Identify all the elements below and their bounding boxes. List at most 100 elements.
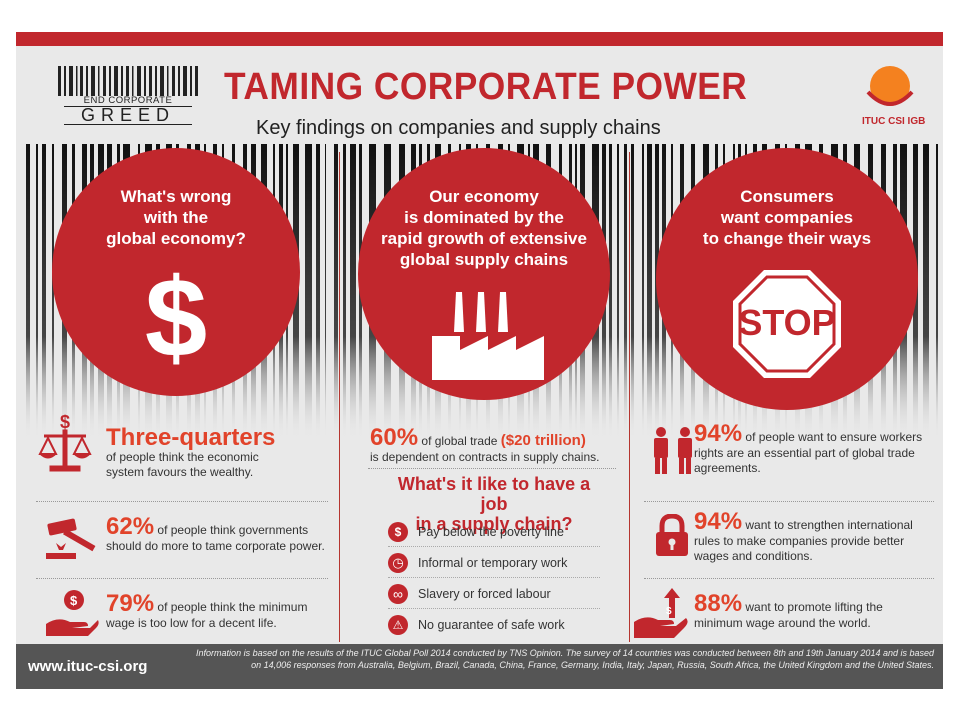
stat-94-workers: 94% of people want to ensure workers rig… bbox=[694, 422, 922, 476]
circle-consumers-text: Consumers want companies to change their… bbox=[682, 186, 892, 249]
footer-url[interactable]: www.ituc-csi.org bbox=[28, 658, 148, 675]
barcode-stripe bbox=[42, 144, 46, 440]
stat-value: 79% bbox=[106, 590, 155, 617]
page-title: TAMING CORPORATE POWER bbox=[224, 66, 748, 108]
circle-consumers: Consumers want companies to change their… bbox=[656, 148, 918, 410]
jobs-heading: What's it like to have a job in a supply… bbox=[384, 474, 604, 534]
stat-value: 62% bbox=[106, 513, 155, 540]
barcode-stripe bbox=[617, 144, 619, 440]
ituc-label: ITUC CSI IGB bbox=[862, 116, 926, 127]
warning-icon: ⚠ bbox=[388, 615, 408, 635]
barcode-stripe bbox=[350, 144, 356, 440]
stat-value: Three-quarters bbox=[106, 424, 276, 451]
barcode-icon bbox=[58, 66, 198, 96]
gavel-icon bbox=[46, 518, 96, 559]
circle-economy-text: What's wrong with the global economy? bbox=[76, 186, 276, 249]
dotted-separator bbox=[644, 501, 934, 502]
column-divider bbox=[629, 152, 630, 642]
stat-text: of people think governments bbox=[157, 523, 309, 537]
dollar-icon: $ bbox=[144, 255, 208, 380]
circle-text-line: is dominated by the bbox=[404, 208, 564, 227]
job-label: No guarantee of safe work bbox=[418, 618, 565, 632]
circle-text-line: What's wrong bbox=[120, 187, 232, 206]
job-label: Slavery or forced labour bbox=[418, 587, 551, 601]
barcode-stripe bbox=[26, 144, 30, 440]
barcode-stripe bbox=[316, 144, 320, 440]
top-red-bar bbox=[16, 32, 943, 46]
stat-text: of people want to ensure workers bbox=[745, 430, 923, 444]
stat-text: should do more to tame corporate power. bbox=[106, 539, 325, 553]
svg-text:$: $ bbox=[666, 606, 672, 617]
barcode-stripe bbox=[642, 144, 644, 440]
barcode-stripe bbox=[609, 144, 612, 440]
factory-icon bbox=[432, 292, 544, 380]
barcode-stripe bbox=[936, 144, 938, 440]
stat-text: want to promote lifting the bbox=[745, 600, 883, 614]
dotted-separator bbox=[368, 468, 616, 469]
job-label: Informal or temporary work bbox=[418, 556, 568, 570]
circle-text-line: Consumers bbox=[740, 187, 834, 206]
circle-text-line: with the bbox=[143, 208, 209, 227]
stat-text: minimum wage around the world. bbox=[694, 616, 871, 630]
svg-text:$: $ bbox=[70, 593, 78, 608]
column-divider bbox=[339, 152, 340, 642]
stat-text: is dependent on contracts in supply chai… bbox=[370, 450, 600, 464]
job-item-temporary: ◷ Informal or temporary work bbox=[388, 553, 600, 578]
stat-text: rights are an essential part of global t… bbox=[694, 446, 915, 460]
circle-supply-chains: Our economy is dominated by the rapid gr… bbox=[358, 148, 610, 400]
circle-text-line: global supply chains bbox=[399, 250, 569, 269]
job-label: Pay below the poverty line bbox=[418, 525, 564, 539]
stat-value: 88% bbox=[694, 590, 743, 617]
infographic-poster: END CORPORATE GREED TAMING CORPORATE POW… bbox=[16, 32, 943, 689]
stat-value: 94% bbox=[694, 420, 743, 447]
barcode-stripe bbox=[36, 144, 38, 440]
hand-coin-icon: $ bbox=[46, 590, 99, 636]
stat-text: wages and conditions. bbox=[694, 549, 813, 563]
barcode-stripe bbox=[334, 144, 338, 440]
dotted-separator bbox=[36, 578, 328, 579]
stat-text: of global trade bbox=[421, 434, 498, 448]
logo-line-2: GREED bbox=[64, 106, 192, 125]
barcode-stripe bbox=[305, 144, 312, 440]
circle-text-line: to change their ways bbox=[702, 229, 872, 248]
workers-icon bbox=[654, 427, 692, 474]
circle-text-line: global economy? bbox=[106, 229, 246, 248]
hand-arrow-up-icon: $ bbox=[634, 588, 688, 638]
footer-note-line: on 14,006 responses from Australia, Belg… bbox=[251, 659, 934, 670]
stat-text: of people think the minimum bbox=[157, 600, 308, 614]
clock-icon: ◷ bbox=[388, 553, 408, 573]
stat-value: 94% bbox=[694, 508, 743, 535]
job-item-low-pay: $ Pay below the poverty line bbox=[388, 522, 600, 547]
ituc-logo: ITUC CSI IGB bbox=[862, 62, 925, 134]
circle-supply-text: Our economy is dominated by the rapid gr… bbox=[374, 186, 594, 270]
job-item-safety: ⚠ No guarantee of safe work bbox=[388, 615, 600, 639]
stat-highlight: ($20 trillion) bbox=[500, 432, 586, 449]
end-corporate-greed-logo: END CORPORATE GREED bbox=[58, 66, 198, 125]
stat-94-rules: 94% want to strengthen international rul… bbox=[694, 510, 913, 564]
stat-88: 88% want to promote lifting the minimum … bbox=[694, 592, 883, 631]
stat-text: agreements. bbox=[694, 461, 761, 475]
dotted-separator bbox=[644, 578, 934, 579]
dotted-separator bbox=[36, 501, 328, 502]
barcode-stripe bbox=[624, 144, 627, 440]
scales-icon: $ bbox=[38, 412, 92, 472]
footer-note-line: Information is based on the results of t… bbox=[196, 648, 934, 658]
circle-text-line: rapid growth of extensive bbox=[381, 229, 587, 248]
stat-text: rules to make companies provide better bbox=[694, 534, 905, 548]
stop-sign-text: STOP bbox=[738, 302, 836, 343]
page-subtitle: Key findings on companies and supply cha… bbox=[256, 117, 661, 139]
footer-bar: www.ituc-csi.org Information is based on… bbox=[16, 644, 943, 689]
circle-text-line: want companies bbox=[720, 208, 854, 227]
stat-three-quarters: Three-quarters of people think the econo… bbox=[106, 426, 275, 480]
stat-text: want to strengthen international bbox=[745, 518, 913, 532]
footer-note: Information is based on the results of t… bbox=[182, 648, 934, 671]
barcode-stripe bbox=[631, 144, 634, 440]
padlock-icon bbox=[656, 514, 688, 556]
stat-62: 62% of people think governments should d… bbox=[106, 515, 325, 554]
stat-60: 60% of global trade ($20 trillion) is de… bbox=[370, 426, 610, 465]
stat-text: wage is too low for a decent life. bbox=[106, 616, 277, 630]
circle-economy: What's wrong with the global economy? $ bbox=[52, 148, 300, 396]
low-pay-icon: $ bbox=[388, 522, 408, 542]
circle-text-line: Our economy bbox=[429, 187, 539, 206]
stat-value: 60% bbox=[370, 424, 419, 451]
